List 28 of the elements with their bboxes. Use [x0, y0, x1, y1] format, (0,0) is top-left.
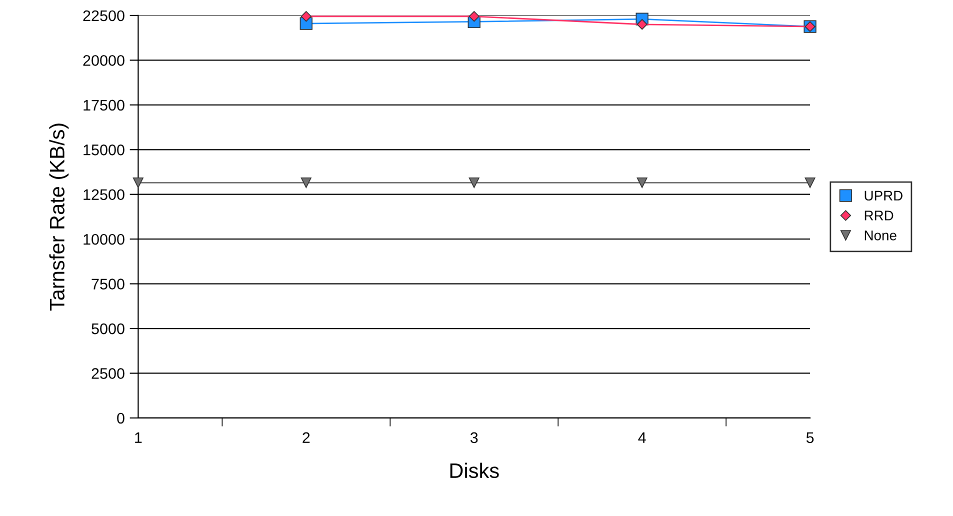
y-tick-label: 5000	[92, 323, 124, 334]
y-tick-label: 10000	[84, 234, 124, 245]
x-tick-label: 4	[638, 432, 646, 443]
point	[132, 177, 144, 188]
x-tick-label: 2	[302, 432, 310, 443]
point	[300, 177, 312, 188]
legend-label: None	[864, 230, 896, 240]
y-tick-label: 2500	[92, 368, 124, 379]
legend-label: UPRD	[864, 190, 902, 201]
y-tick-label: 0	[117, 412, 124, 424]
point	[468, 11, 480, 22]
y-tick-label: 17500	[84, 100, 124, 111]
y-axis-title: Tarnsfer Rate (KB/s)	[49, 124, 69, 311]
point	[804, 177, 816, 188]
x-tick-label: 3	[470, 432, 478, 444]
y-tick-label: 7500	[92, 278, 124, 290]
x-tick-label: 1	[135, 432, 142, 443]
point	[636, 177, 648, 188]
x-axis-title: Disks	[450, 462, 499, 478]
y-tick-label: 12500	[84, 189, 124, 200]
point	[468, 177, 480, 188]
y-tick-label: 15000	[84, 144, 124, 156]
y-tick-label: 20000	[83, 55, 124, 66]
legend-label: RRD	[864, 210, 894, 220]
x-tick-label: 5	[806, 432, 814, 444]
y-tick-label: 22500	[83, 10, 124, 22]
point	[300, 11, 312, 22]
point	[636, 19, 648, 30]
